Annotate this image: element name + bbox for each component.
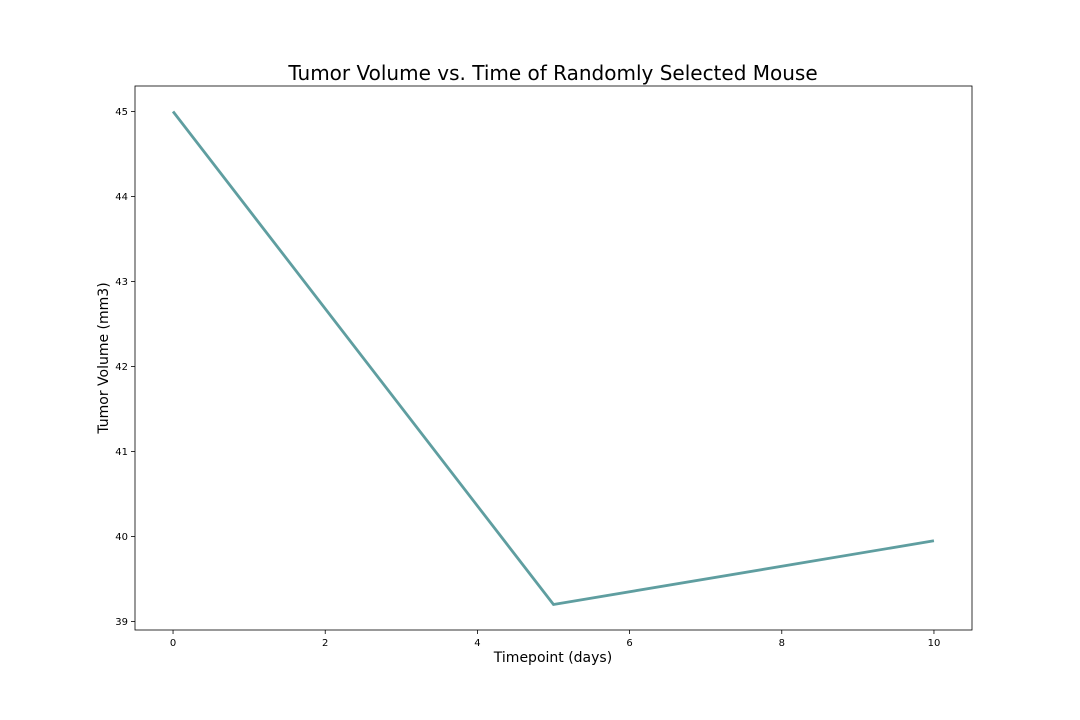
chart-title: Tumor Volume vs. Time of Randomly Select…	[287, 61, 817, 85]
y-tick-label: 41	[115, 447, 128, 458]
y-axis-label: Tumor Volume (mm3)	[96, 282, 112, 434]
y-tick-label: 39	[115, 617, 128, 628]
x-tick-label: 10	[928, 638, 941, 649]
y-tick-label: 42	[115, 362, 128, 373]
series-layer	[171, 110, 935, 607]
y-axis: 39 40 41 42 43 44 45	[115, 107, 135, 628]
x-axis-label: Timepoint (days)	[493, 650, 612, 666]
x-tick-label: 6	[626, 638, 632, 649]
y-tick-label: 43	[115, 277, 128, 288]
y-tick-label: 44	[115, 192, 128, 203]
x-tick-label: 2	[322, 638, 328, 649]
series-line	[171, 110, 935, 607]
x-axis: 0 2 4 6 8 10	[170, 630, 940, 649]
x-tick-label: 0	[170, 638, 176, 649]
x-tick-label: 8	[779, 638, 785, 649]
y-tick-label: 40	[115, 532, 128, 543]
x-tick-label: 4	[474, 638, 480, 649]
y-tick-label: 45	[115, 107, 128, 118]
plot-area-frame	[134, 85, 973, 631]
